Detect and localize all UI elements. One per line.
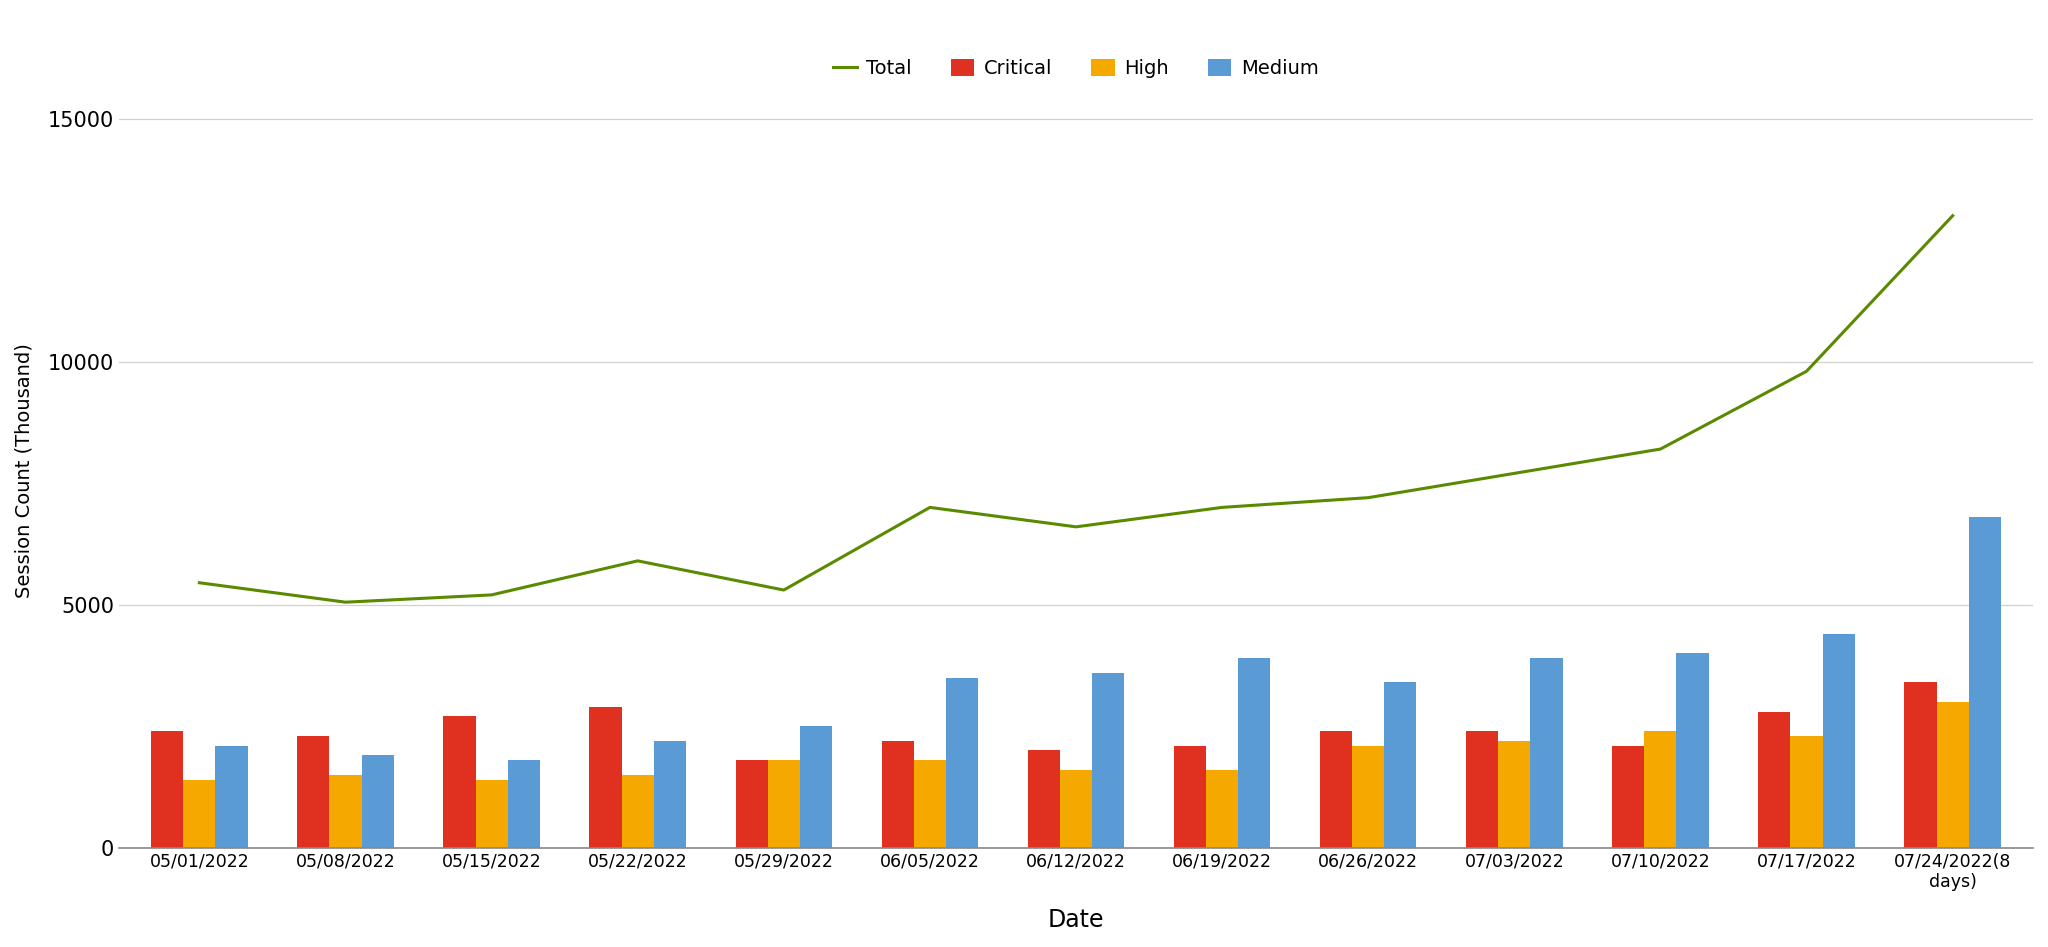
Bar [442,717,475,848]
Bar [1823,634,1855,848]
Bar [1905,683,1937,848]
Bar [1466,731,1499,848]
Bar [623,775,653,848]
Bar [653,741,686,848]
Bar [590,706,623,848]
Bar [1612,745,1645,848]
Bar [883,741,913,848]
Line: Total: Total [199,216,1952,602]
Bar [1530,658,1563,848]
Bar [1645,731,1677,848]
Total [918,502,942,513]
Total [772,584,797,596]
Bar [152,731,182,848]
Total [1794,366,1819,377]
Bar [1790,736,1823,848]
Bar [1677,653,1708,848]
Bar [768,760,801,848]
Bar [1092,672,1124,848]
Bar [1061,770,1092,848]
Bar [182,779,215,848]
Y-axis label: Session Count (Thousand): Session Count (Thousand) [14,344,35,599]
Bar [1174,745,1206,848]
Total [186,577,211,588]
Bar [362,756,393,848]
Total [1210,502,1235,513]
Total [1501,468,1526,479]
Bar [475,779,508,848]
Total [1356,492,1380,504]
Bar [1321,731,1352,848]
Bar [1352,745,1384,848]
Bar [1239,658,1270,848]
Bar [1759,711,1790,848]
Bar [508,760,541,848]
Bar [735,760,768,848]
X-axis label: Date: Date [1049,908,1104,932]
Total [625,555,649,566]
Bar [1384,683,1417,848]
Legend: Total, Critical, High, Medium: Total, Critical, High, Medium [825,51,1327,86]
Bar [946,677,979,848]
Total [479,589,504,600]
Bar [801,726,831,848]
Bar [297,736,330,848]
Bar [215,745,248,848]
Bar [330,775,362,848]
Bar [1968,517,2001,848]
Total [1649,443,1673,455]
Bar [1499,741,1530,848]
Total [1939,210,1964,222]
Total [334,597,358,608]
Bar [1028,750,1061,848]
Bar [1206,770,1239,848]
Total [1063,521,1087,532]
Bar [913,760,946,848]
Bar [1937,702,1968,848]
